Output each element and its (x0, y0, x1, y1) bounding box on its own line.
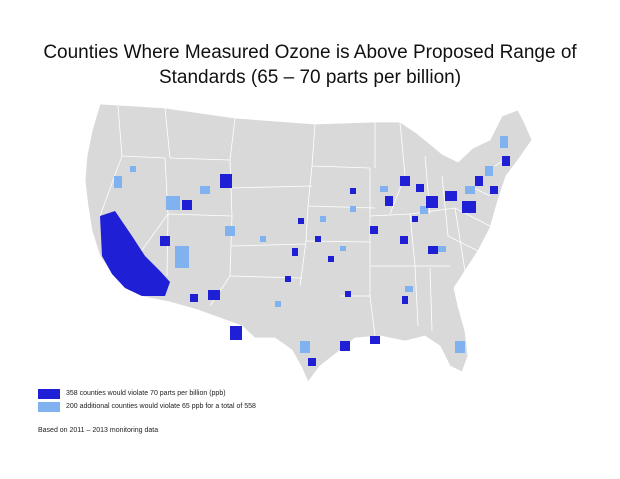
source-note: Based on 2011 – 2013 monitoring data (38, 427, 159, 434)
us-outline (84, 103, 533, 383)
legend-item-65ppb: 200 additional counties would violate 65… (38, 400, 256, 413)
counties-70ppb (100, 156, 510, 366)
legend-item-70ppb: 358 counties would violate 70 parts per … (38, 387, 256, 400)
legend-swatch-70ppb (38, 388, 60, 399)
title-line-1: Counties Where Measured Ozone is Above P… (43, 42, 577, 63)
legend-label-65ppb: 200 additional counties would violate 65… (66, 403, 256, 410)
legend-label-70ppb: 358 counties would violate 70 parts per … (66, 390, 226, 397)
us-county-map (84, 103, 533, 383)
title-line-2: Standards (65 – 70 parts per billion) (158, 67, 462, 88)
legend-swatch-65ppb (38, 401, 60, 412)
counties-65ppb (114, 136, 508, 353)
map-title: Counties Where Measured Ozone is Above P… (0, 40, 620, 90)
map-legend: 358 counties would violate 70 parts per … (38, 387, 256, 413)
